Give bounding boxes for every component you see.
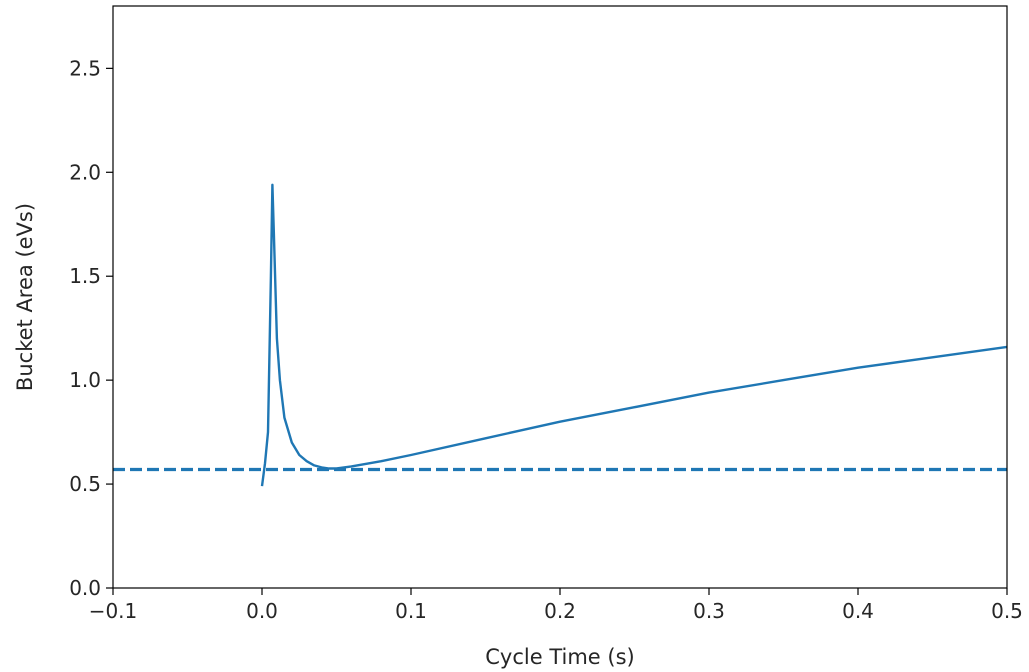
x-tick-label: 0.0 [246, 599, 278, 623]
y-axis-label: Bucket Area (eVs) [13, 203, 37, 391]
x-tick-label: −0.1 [89, 599, 138, 623]
x-tick-label: 0.3 [693, 599, 725, 623]
ticks-layer: −0.1 0.0 0.1 0.2 0.3 0.4 0.50.00.51.01.52.02.5 [69, 56, 1023, 623]
x-tick-label: 0.1 [395, 599, 427, 623]
plot-area [113, 6, 1007, 588]
series-line-0 [260, 183, 1008, 487]
x-tick-label: 0.5 [991, 599, 1023, 623]
x-axis-label: Cycle Time (s) [485, 645, 634, 669]
y-tick-label: 0.0 [69, 576, 101, 600]
x-tick-label: 0.2 [544, 599, 576, 623]
x-tick-label: 0.4 [842, 599, 874, 623]
y-tick-label: 2.0 [69, 160, 101, 184]
y-tick-label: 2.5 [69, 56, 101, 80]
y-tick-label: 1.0 [69, 368, 101, 392]
y-tick-label: 0.5 [69, 472, 101, 496]
y-tick-label: 1.5 [69, 264, 101, 288]
series-layer [113, 183, 1008, 487]
